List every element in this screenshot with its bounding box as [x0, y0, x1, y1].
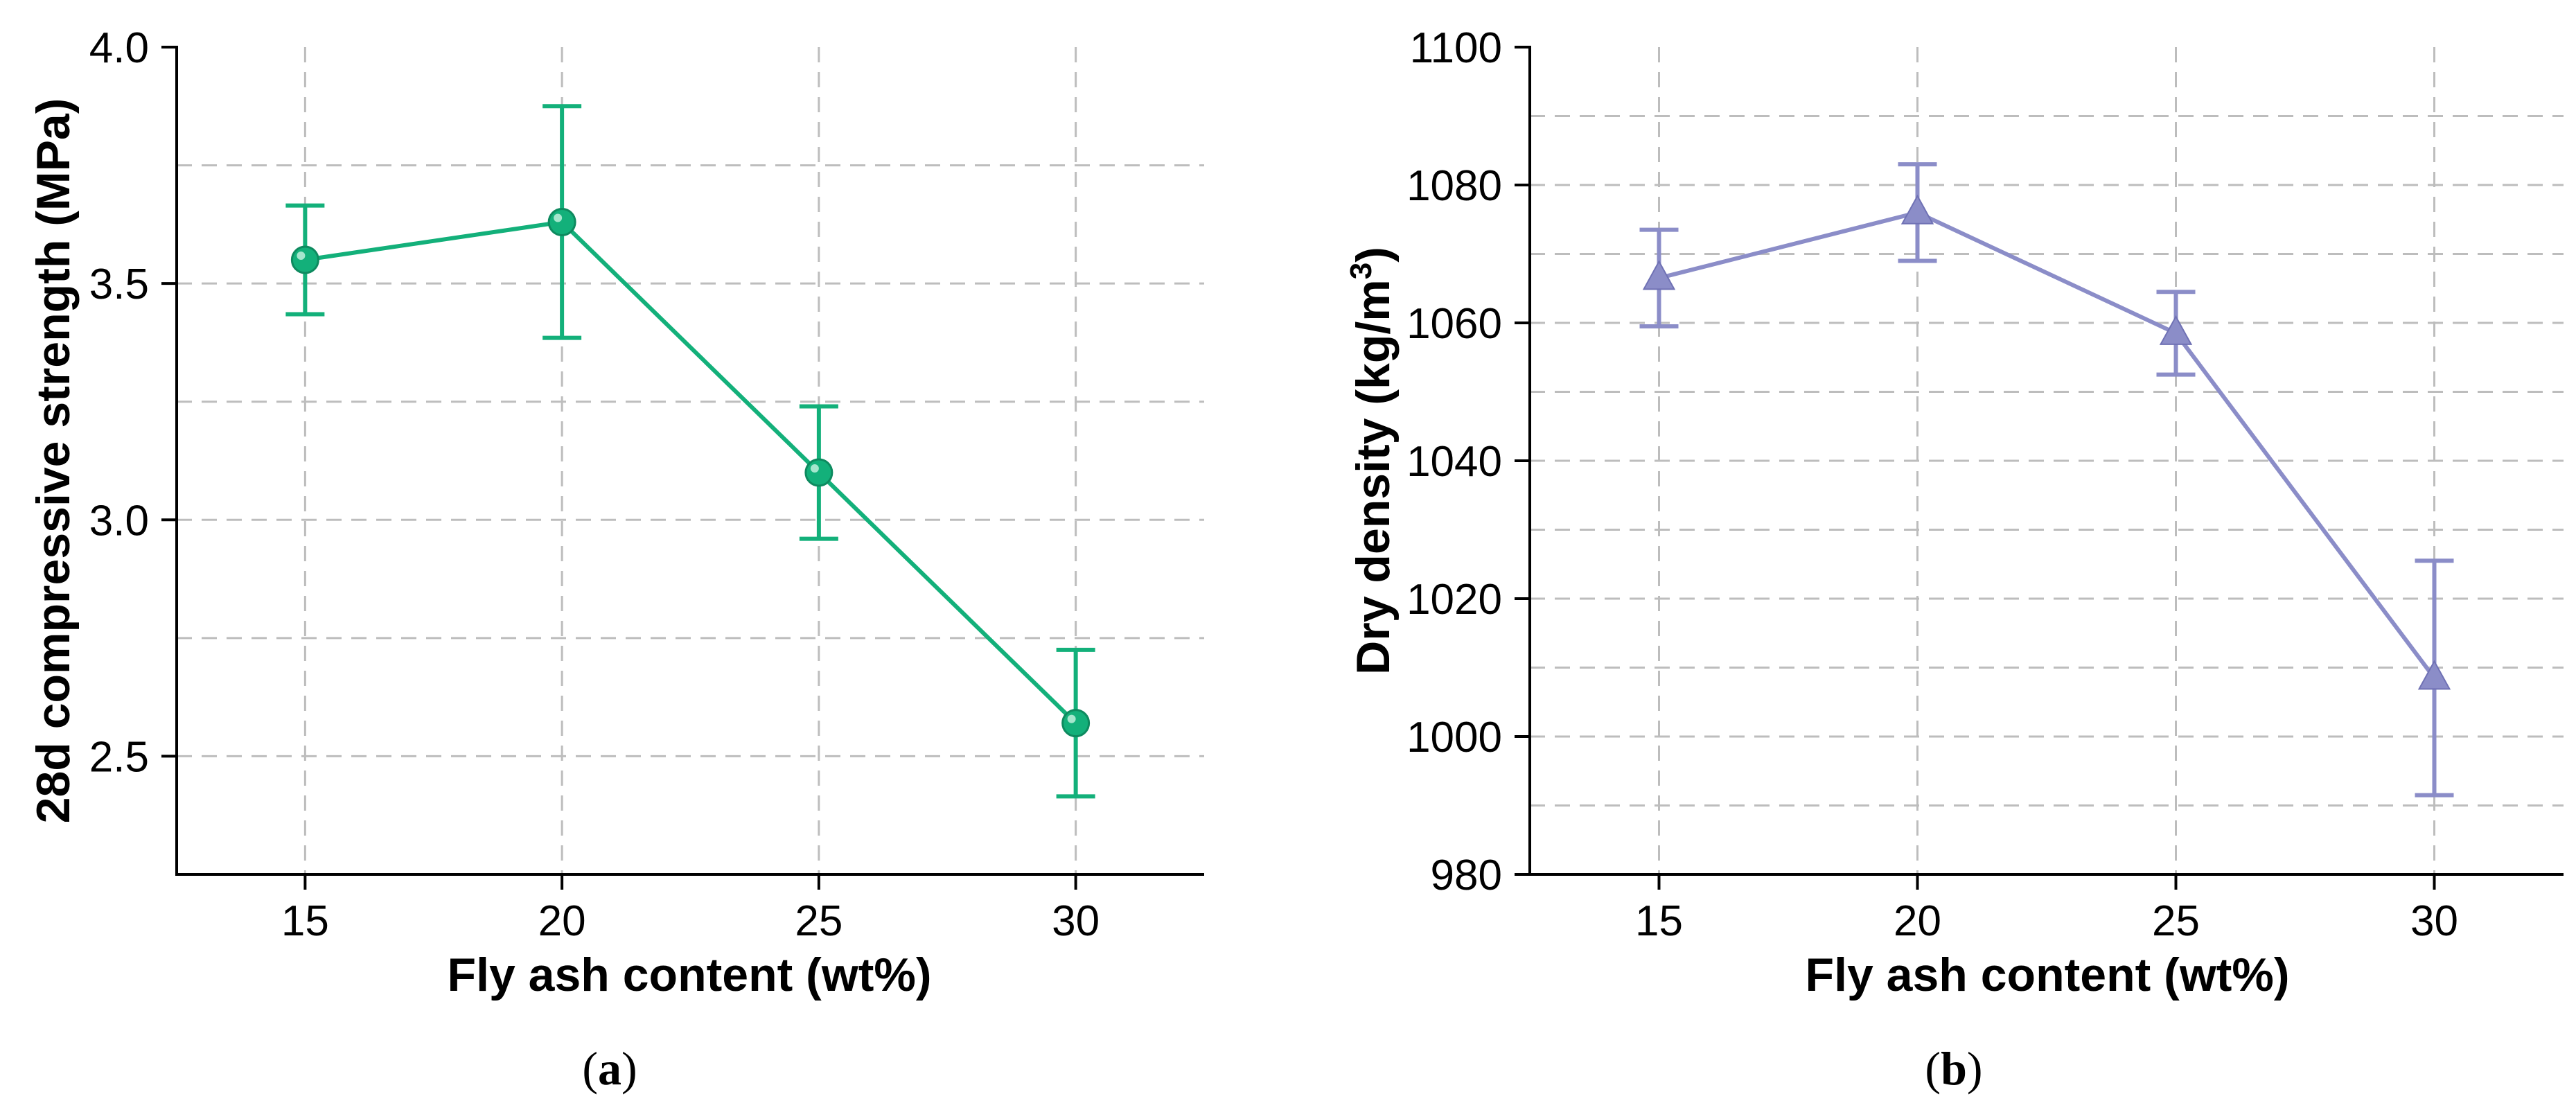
data-point-b-1 — [1900, 194, 1934, 224]
data-point-highlight-a-1 — [554, 213, 563, 222]
axes-a — [175, 46, 1204, 876]
y-axis-title-a: 28d compressive strength (MPa) — [27, 98, 80, 824]
series-line-b-0 — [1658, 210, 2436, 680]
data-point-a-2 — [804, 458, 833, 487]
x-tick-label-b-3: 30 — [2410, 897, 2458, 945]
y-tick-label-a-0: 2.5 — [89, 733, 149, 781]
data-point-a-0 — [290, 245, 319, 274]
y-tick-label-a-2: 3.5 — [89, 261, 149, 308]
x-tick-label-b-0: 15 — [1635, 897, 1683, 945]
chart-panel-a: 15 20 25 30 2.5 3.0 3.5 4.0 Fly ash content (w… — [27, 24, 1204, 1095]
y-ticks-b: 980 1000 1020 1040 1060 1080 1100 — [1406, 24, 1530, 899]
x-tick-label-a-0: 15 — [281, 897, 329, 945]
y-ticks-a: 2.5 3.0 3.5 4.0 — [89, 24, 177, 781]
chart-panel-b: 15 20 25 30 980 1000 1020 1040 1060 1080 1100 Fly… — [1344, 24, 2564, 1095]
data-point-a-1 — [547, 207, 576, 236]
y-tick-label-a-1: 3.0 — [89, 497, 149, 545]
x-tick-label-a-1: 20 — [538, 897, 586, 945]
caption-b: (b) — [1925, 1042, 1982, 1095]
data-point-highlight-a-0 — [297, 252, 306, 261]
data-point-b-0 — [1642, 260, 1676, 290]
x-axis-title-b: Fly ash content (wt%) — [1806, 949, 2290, 1001]
y-tick-label-b-6: 1100 — [1410, 24, 1502, 72]
caption-letter-a: a — [598, 1042, 621, 1095]
series-line-a-0 — [304, 220, 1077, 725]
x-tick-label-a-2: 25 — [795, 897, 843, 945]
y-tick-label-a-3: 4.0 — [89, 24, 149, 72]
series-b — [1639, 162, 2454, 798]
x-ticks-a: 15 20 25 30 — [281, 874, 1100, 945]
data-point-a-3 — [1061, 709, 1091, 738]
x-tick-label-a-3: 30 — [1052, 897, 1100, 945]
data-point-highlight-a-2 — [810, 464, 819, 473]
y-axis-title-b-close: ) — [1347, 247, 1400, 263]
y-tick-label-b-0: 980 — [1431, 852, 1502, 899]
data-point-highlight-a-3 — [1067, 714, 1076, 723]
y-axis-title-b-sup: 3 — [1344, 263, 1378, 279]
caption-a: (a) — [582, 1042, 637, 1095]
x-axis-title-a: Fly ash content (wt%) — [448, 949, 932, 1001]
x-tick-label-b-1: 20 — [1894, 897, 1941, 945]
y-axis-title-b: Dry density (kg/m3) — [1344, 247, 1400, 675]
y-tick-label-b-5: 1080 — [1406, 162, 1502, 210]
caption-letter-b: b — [1941, 1042, 1967, 1095]
data-point-b-2 — [2159, 315, 2193, 345]
y-tick-label-b-3: 1040 — [1406, 438, 1502, 486]
data-point-b-3 — [2417, 660, 2451, 690]
grid-lines-b — [1530, 47, 2564, 874]
y-tick-label-b-1: 1000 — [1406, 714, 1502, 761]
y-axis-title-b-main: Dry density (kg/m — [1347, 279, 1400, 675]
series-a — [285, 104, 1095, 799]
x-tick-label-b-2: 25 — [2152, 897, 2200, 945]
y-tick-label-b-4: 1060 — [1406, 300, 1502, 348]
x-ticks-b: 15 20 25 30 — [1635, 874, 2458, 945]
y-tick-label-b-2: 1020 — [1406, 576, 1502, 624]
grid-lines-a — [177, 47, 1204, 874]
